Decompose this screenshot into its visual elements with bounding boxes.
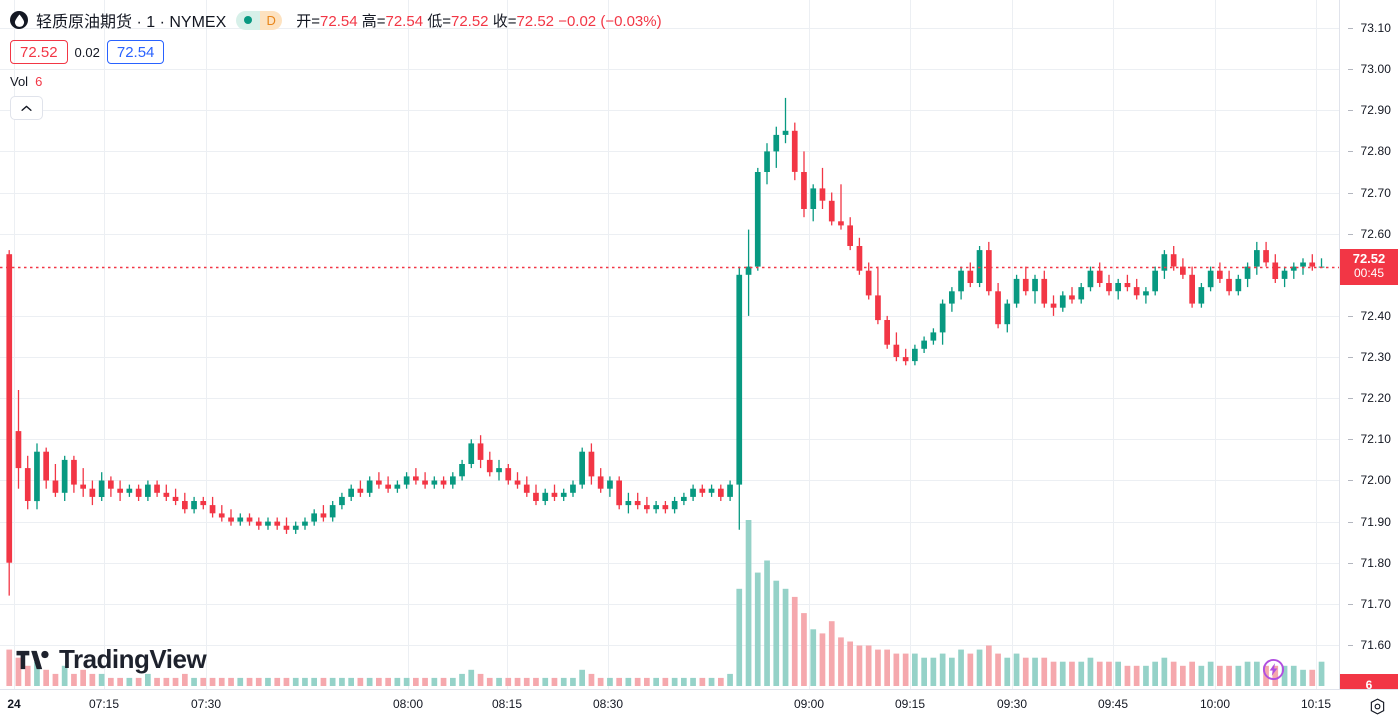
ohlc-low-label: 低= (427, 12, 451, 30)
time-tick: 10:00 (1199, 697, 1231, 711)
chart-plot-area[interactable] (0, 0, 1340, 690)
legend-quote-row: 72.52 0.02 72.54 (10, 38, 662, 66)
ohlc-open-value: 72.54 (320, 12, 358, 30)
price-tick: 71.60 (1348, 638, 1391, 652)
volume-value: 6 (35, 73, 43, 89)
time-tick: 09:15 (894, 697, 926, 711)
current-price-badge: 72.52 00:45 (1340, 248, 1398, 285)
ohlc-open-label: 开= (296, 12, 321, 30)
ohlc-close-label: 收= (492, 12, 517, 30)
session-status-dot (236, 10, 261, 30)
session-mode-pill[interactable]: D (236, 10, 283, 30)
ohlc-high-value: 72.54 (385, 12, 424, 30)
session-letter: D (260, 10, 283, 30)
time-tick: 09:00 (793, 697, 825, 711)
time-tick: 08:15 (491, 697, 523, 711)
price-tick: 72.60 (1348, 227, 1391, 241)
axis-settings-icon[interactable] (1368, 697, 1386, 715)
bar-countdown: 00:45 (1353, 266, 1385, 281)
ohlc-change: −0.02 (558, 12, 597, 30)
ohlc-values: 开=72.54 高=72.54 低=72.52 收=72.52 −0.02 (−… (296, 10, 661, 31)
symbol-title[interactable]: 轻质原油期货 · 1 · NYMEX (36, 14, 227, 31)
time-tick: 09:30 (996, 697, 1028, 711)
oil-drop-icon (10, 11, 28, 29)
time-axis[interactable]: 24 07:15 07:30 08:00 08:15 08:30 09:00 09:15 09:… (0, 689, 1398, 723)
price-tick: 72.90 (1348, 103, 1391, 117)
ohlc-close-value: 72.52 (516, 12, 555, 30)
chevron-up-icon (21, 105, 32, 111)
time-tick: 10:15 (1300, 697, 1332, 711)
chart-grid (0, 0, 1340, 690)
collapse-pane-button[interactable] (10, 96, 43, 120)
price-tick: 72.70 (1348, 186, 1391, 200)
legend-volume-row: Vol 6 (10, 72, 662, 90)
current-price-value: 72.52 (1352, 251, 1386, 267)
time-tick: 07:15 (88, 697, 120, 711)
time-tick: 08:30 (592, 697, 624, 711)
ask-price-box[interactable]: 72.54 (106, 40, 165, 64)
bid-price-box[interactable]: 72.52 (10, 40, 68, 64)
price-tick: 71.80 (1348, 556, 1391, 570)
time-tick: 08:00 (392, 697, 424, 711)
price-tick: 73.10 (1348, 21, 1391, 35)
time-tick: 24 (7, 697, 21, 711)
price-tick: 73.00 (1348, 62, 1391, 76)
volume-label: Vol (10, 73, 29, 89)
price-tick: 71.70 (1348, 597, 1391, 611)
price-tick: 72.20 (1348, 391, 1391, 405)
legend-symbol-row: 轻质原油期货 · 1 · NYMEX D 开=72.54 高=72.54 低=7… (10, 6, 662, 34)
time-tick: 07:30 (190, 697, 222, 711)
candlestick-series[interactable] (0, 0, 1340, 690)
price-tick: 72.80 (1348, 144, 1391, 158)
price-tick: 72.00 (1348, 473, 1391, 487)
price-axis[interactable]: 72.52 00:45 6 73.10 73.00 72.90 72.80 72.70 7… (1339, 0, 1398, 696)
spread-value: 0.02 (74, 44, 100, 60)
ohlc-high-label: 高= (361, 12, 386, 30)
chart-legend: 轻质原油期货 · 1 · NYMEX D 开=72.54 高=72.54 低=7… (10, 6, 662, 120)
price-tick: 72.10 (1348, 432, 1391, 446)
ohlc-low-value: 72.52 (450, 12, 489, 30)
price-tick: 72.40 (1348, 309, 1391, 323)
price-tick: 71.90 (1348, 515, 1391, 529)
ohlc-change-percent: (−0.03%) (600, 12, 662, 30)
lightning-bolt-icon[interactable] (1262, 658, 1285, 681)
time-tick: 09:45 (1097, 697, 1129, 711)
price-tick: 72.30 (1348, 350, 1391, 364)
